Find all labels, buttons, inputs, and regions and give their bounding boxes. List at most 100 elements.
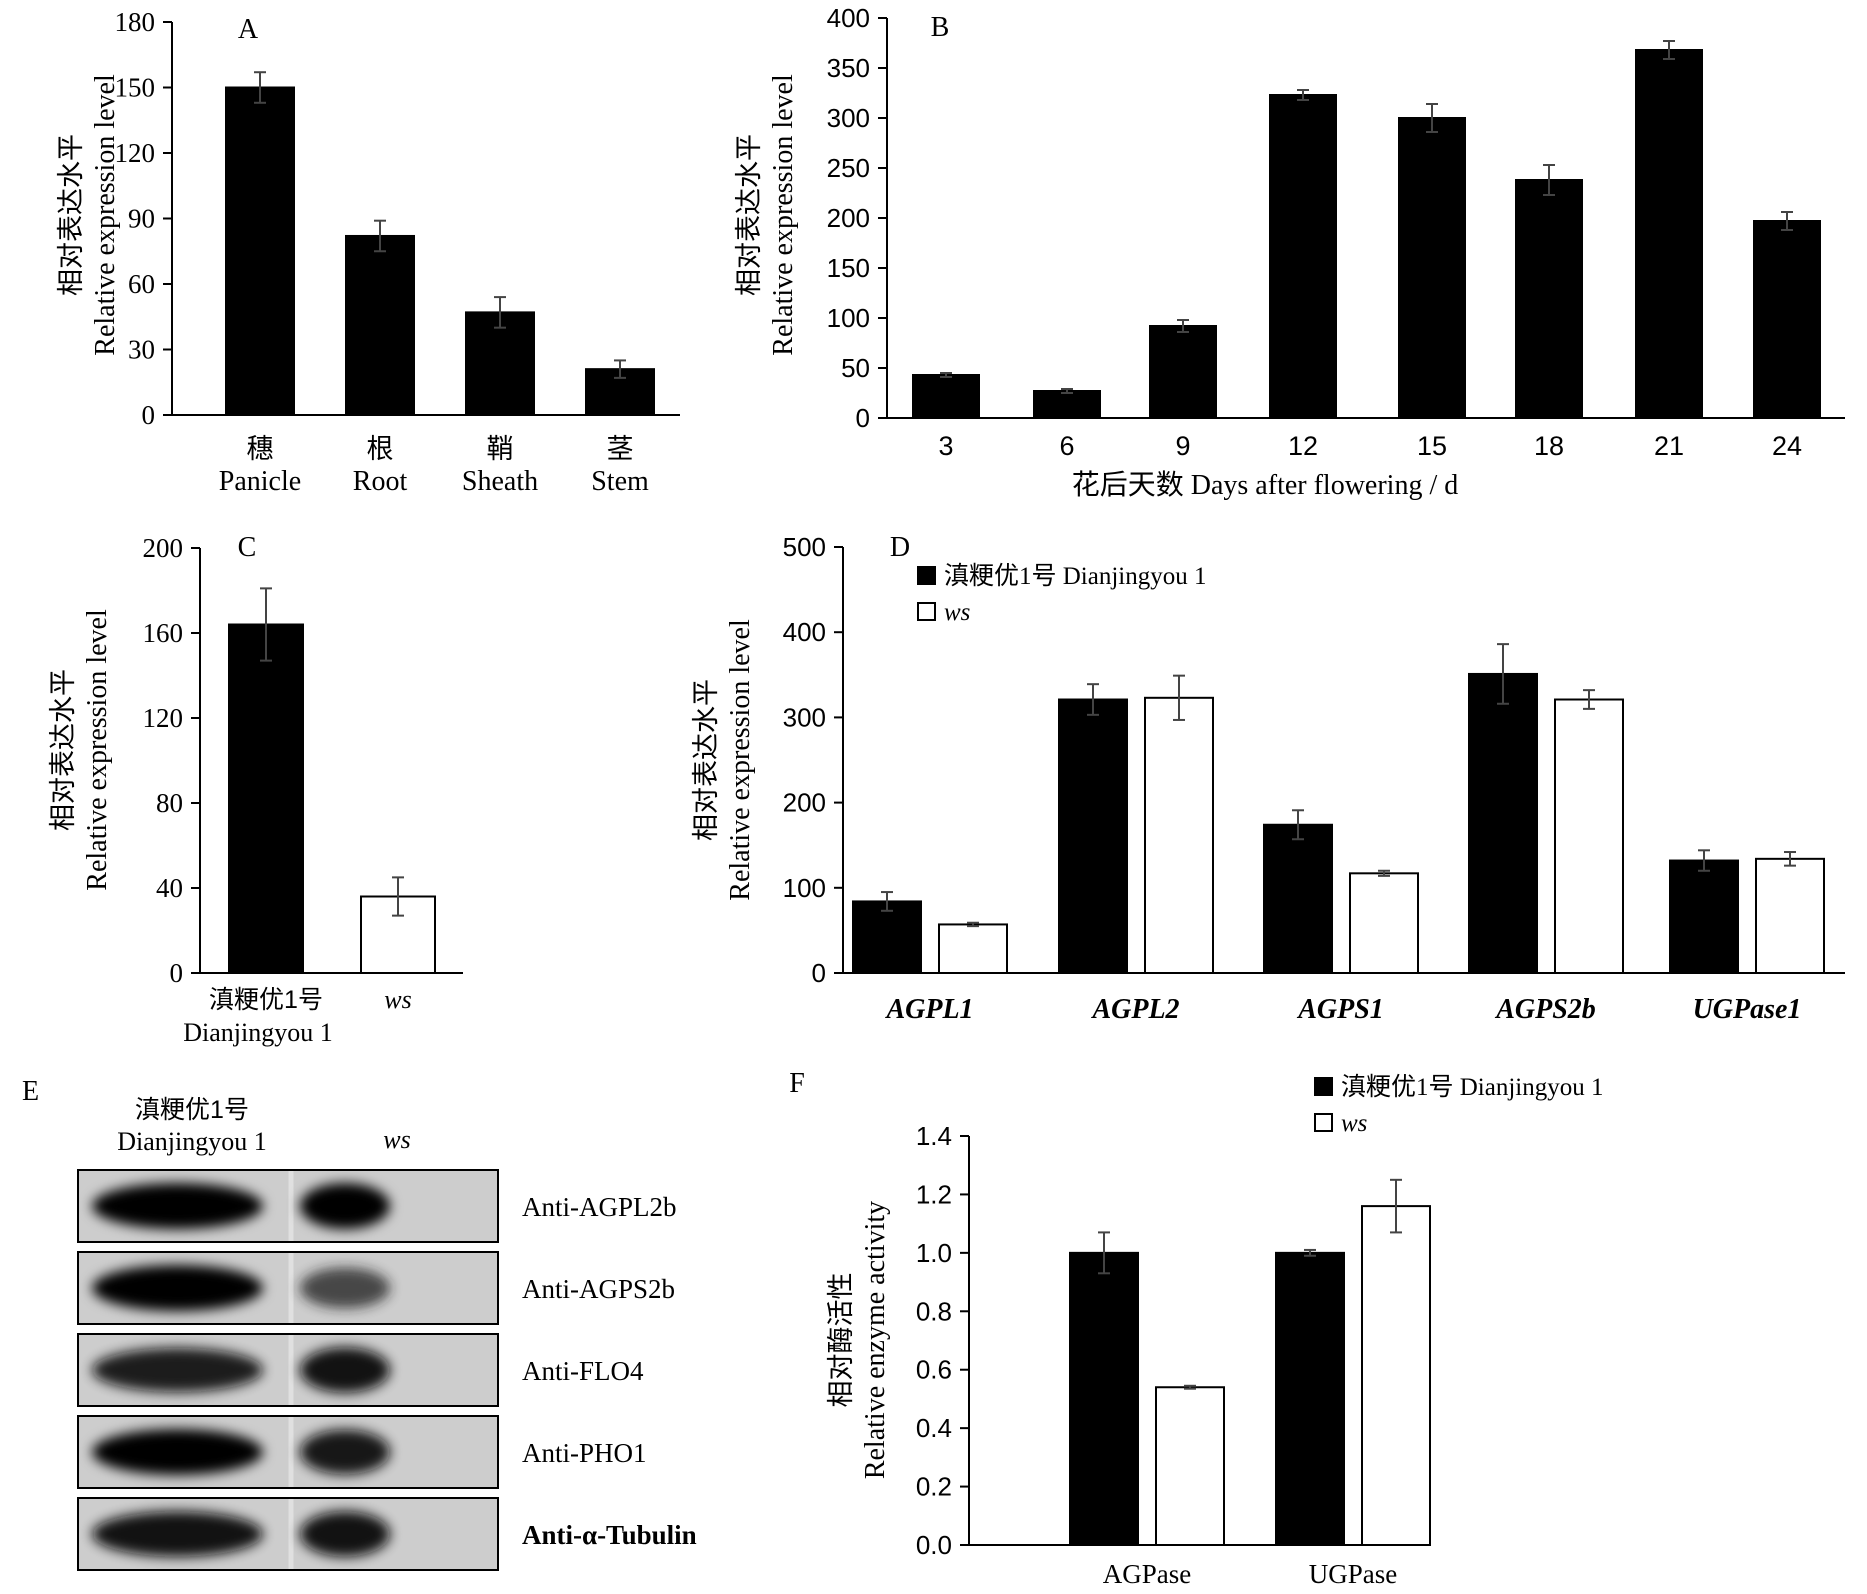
protein-band bbox=[92, 1511, 263, 1557]
blot-row bbox=[77, 1497, 499, 1571]
bar bbox=[1515, 179, 1583, 419]
bar bbox=[345, 234, 415, 416]
antibody-label: Anti-FLO4 bbox=[522, 1356, 644, 1386]
antibody-label: Anti-PHO1 bbox=[522, 1438, 647, 1468]
x-tick-label: 21 bbox=[1654, 431, 1684, 461]
antibody-label: Anti-AGPL2b bbox=[522, 1192, 677, 1222]
x-tick-label: 15 bbox=[1417, 431, 1447, 461]
bar bbox=[1069, 1251, 1139, 1547]
y-tick-label: 300 bbox=[827, 103, 870, 133]
y-tick-label: 120 bbox=[143, 703, 184, 733]
bar bbox=[1635, 49, 1703, 419]
protein-band bbox=[92, 1429, 263, 1475]
chart-panel-a: A 0 30 60 90 120 150 180 相对表达水平 Relative expressi… bbox=[56, 7, 680, 497]
blot-row bbox=[77, 1169, 499, 1243]
y-axis-label-cn: 相对表达水平 bbox=[734, 134, 764, 296]
blot-row bbox=[77, 1333, 499, 1407]
y-axis-label-en: Relative expression level bbox=[82, 609, 113, 891]
y-tick-label: 200 bbox=[143, 533, 184, 563]
bar bbox=[852, 900, 922, 975]
y-tick-label: 150 bbox=[827, 253, 870, 283]
column-header-cn: 滇粳优1号 bbox=[135, 1096, 249, 1124]
x-tick-label: 18 bbox=[1534, 431, 1564, 461]
chart-panel-f: F 0.0 0.2 0.4 0.6 0.8 1.0 1.2 1.4 相对酶活性 Relative e… bbox=[789, 1068, 1603, 1589]
y-tick-label: 30 bbox=[128, 335, 155, 365]
bar bbox=[1468, 672, 1538, 974]
y-tick-label: 100 bbox=[783, 873, 826, 903]
x-tick-label: UGPase1 bbox=[1693, 994, 1802, 1025]
panel-letter: E bbox=[22, 1076, 39, 1107]
y-axis-label-cn: 相对表达水平 bbox=[56, 134, 86, 296]
legend-label: 滇粳优1号 Dianjingyou 1 bbox=[944, 562, 1207, 590]
bar bbox=[1149, 325, 1217, 419]
y-axis-label-cn: 相对酶活性 bbox=[826, 1273, 856, 1408]
y-tick-label: 150 bbox=[115, 73, 156, 103]
blot-row bbox=[77, 1415, 499, 1489]
protein-band bbox=[300, 1267, 390, 1309]
y-tick-label: 250 bbox=[827, 153, 870, 183]
y-tick-label: 90 bbox=[128, 204, 155, 234]
x-tick-label-en: Stem bbox=[591, 466, 649, 497]
y-axis-label-cn: 相对表达水平 bbox=[691, 679, 721, 841]
y-tick-label: 0.0 bbox=[916, 1530, 952, 1560]
bar bbox=[1361, 1205, 1431, 1546]
panel-letter: F bbox=[789, 1068, 805, 1099]
y-tick-label: 400 bbox=[783, 617, 826, 647]
legend-label: ws bbox=[1341, 1110, 1367, 1137]
bar bbox=[1155, 1386, 1225, 1546]
x-tick-label-en: Root bbox=[353, 466, 408, 497]
y-axis-label-cn: 相对表达水平 bbox=[48, 669, 78, 831]
y-tick-label: 0.2 bbox=[916, 1472, 952, 1502]
y-tick-label: 80 bbox=[156, 788, 183, 818]
y-axis-label-en: Relative enzyme activity bbox=[860, 1201, 891, 1479]
x-tick-label: AGPL1 bbox=[884, 994, 973, 1025]
protein-band bbox=[300, 1429, 390, 1475]
y-tick-label: 40 bbox=[156, 873, 183, 903]
y-tick-label: 180 bbox=[115, 7, 156, 37]
x-tick-label: 3 bbox=[938, 431, 953, 461]
bar bbox=[1753, 220, 1821, 419]
y-tick-label: 1.0 bbox=[916, 1238, 952, 1268]
x-tick-label: ws bbox=[384, 985, 411, 1014]
bar bbox=[1755, 857, 1825, 974]
y-tick-label: 0 bbox=[142, 400, 156, 430]
protein-band bbox=[300, 1511, 390, 1557]
y-tick-label: 160 bbox=[143, 618, 184, 648]
y-tick-label: 100 bbox=[827, 303, 870, 333]
bar bbox=[1669, 859, 1739, 975]
x-tick-label-en: Dianjingyou 1 bbox=[183, 1018, 333, 1047]
legend-swatch bbox=[917, 602, 936, 621]
y-tick-label: 60 bbox=[128, 269, 155, 299]
y-axis-label-en: Relative expression level bbox=[725, 619, 756, 901]
bar bbox=[1058, 698, 1128, 974]
bar bbox=[1033, 390, 1101, 419]
antibody-label: Anti-AGPS2b bbox=[522, 1274, 675, 1304]
legend-label: 滇粳优1号 Dianjingyou 1 bbox=[1341, 1073, 1604, 1101]
column-header-en: Dianjingyou 1 bbox=[117, 1127, 267, 1156]
x-tick-label-cn: 根 bbox=[367, 434, 394, 464]
y-tick-label: 0 bbox=[812, 958, 826, 988]
bar bbox=[228, 623, 304, 974]
x-tick-label: AGPS1 bbox=[1296, 994, 1384, 1025]
bar bbox=[1275, 1251, 1345, 1547]
x-tick-label: AGPL2 bbox=[1090, 994, 1179, 1025]
y-tick-label: 0.4 bbox=[916, 1413, 952, 1443]
panel-letter: A bbox=[238, 14, 259, 45]
x-tick-label: 6 bbox=[1059, 431, 1074, 461]
bar bbox=[1398, 117, 1466, 419]
bar bbox=[225, 86, 295, 416]
panel-letter: B bbox=[931, 12, 950, 43]
bar bbox=[1144, 696, 1214, 975]
y-tick-label: 0.6 bbox=[916, 1355, 952, 1385]
protein-band bbox=[92, 1183, 263, 1229]
y-tick-label: 1.2 bbox=[916, 1179, 952, 1209]
protein-band bbox=[300, 1347, 390, 1393]
legend-swatch bbox=[1314, 1077, 1333, 1096]
column-header: ws bbox=[383, 1125, 410, 1154]
y-tick-label: 0 bbox=[170, 958, 184, 988]
y-axis-label-en: Relative expression level bbox=[768, 74, 799, 356]
x-tick-label-cn: 穗 bbox=[247, 434, 274, 464]
legend-label: ws bbox=[944, 599, 970, 626]
panel-letter: D bbox=[890, 532, 910, 563]
